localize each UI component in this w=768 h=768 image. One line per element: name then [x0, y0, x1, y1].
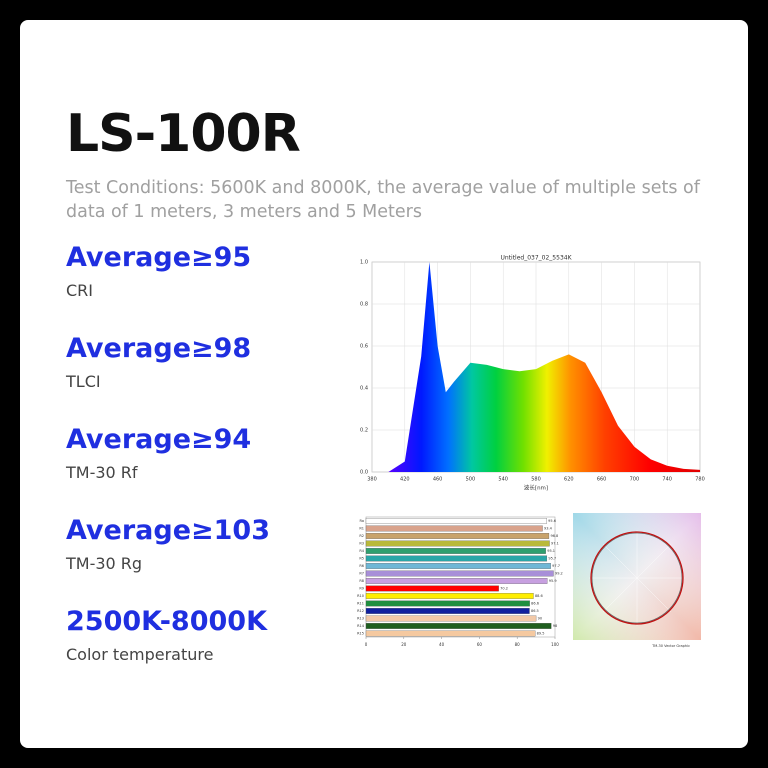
bar-value: 93.4	[544, 526, 553, 530]
x-tick-label: 60	[477, 642, 483, 647]
bar-category: R10	[357, 594, 364, 598]
spec-value: Average≥98	[66, 333, 252, 364]
bar-value: 90	[538, 616, 542, 620]
bar-value: 98	[553, 624, 557, 628]
reference-circle	[591, 532, 683, 624]
x-tick-label: 780	[695, 477, 705, 483]
bar-value: 89.5	[537, 631, 545, 635]
y-tick-label: 0.6	[360, 344, 368, 350]
spec-label: Color temperature	[66, 645, 214, 664]
bar-category: R15	[357, 631, 364, 635]
title: LS-100R	[66, 104, 301, 164]
bar-value: 97.1	[551, 541, 559, 545]
bar-value: 99.2	[555, 571, 563, 575]
bar-category: R9	[359, 586, 364, 590]
bar-category: R1	[359, 526, 364, 530]
bar-category: R3	[359, 541, 364, 545]
x-tick-label: 500	[466, 477, 476, 483]
bar-value: 96.8	[550, 534, 558, 538]
y-tick-label: 0.4	[360, 386, 368, 392]
x-tick-label: 100	[551, 642, 559, 647]
bar	[365, 548, 546, 554]
spec-value: 2500K-8000K	[66, 606, 267, 637]
spec-value: Average≥95	[66, 242, 252, 273]
bar-category: R2	[359, 534, 364, 538]
y-tick-label: 1.0	[360, 260, 368, 266]
bar-category: R4	[359, 549, 364, 553]
vector-label: TM-30 Vector Graphic	[651, 644, 690, 648]
bar-category: R5	[359, 556, 364, 560]
bar	[365, 608, 530, 614]
spec-label: TM-30 Rf	[66, 463, 138, 482]
bar	[365, 570, 554, 577]
bar-category: R6	[359, 564, 364, 568]
bar-category: R11	[357, 601, 364, 605]
x-tick-label: 40	[439, 642, 445, 647]
bar-value: 95.6	[548, 519, 556, 523]
spec-label: TLCI	[66, 372, 101, 391]
x-tick-label: 660	[597, 477, 607, 483]
bar	[365, 540, 550, 547]
bar-value: 88.6	[535, 594, 543, 598]
subtitle: Test Conditions: 5600K and 8000K, the av…	[66, 178, 700, 222]
spec-label: TM-30 Rg	[66, 554, 143, 573]
bar	[365, 600, 530, 607]
bar-category: R7	[359, 571, 364, 575]
spec-value: Average≥94	[66, 424, 252, 455]
bar	[365, 578, 548, 584]
bar	[365, 630, 536, 637]
bar	[365, 555, 548, 562]
bar-category: R14	[357, 624, 365, 628]
spectrum-area	[372, 262, 700, 472]
x-tick-label: 380	[367, 477, 377, 483]
x-tick-label: 700	[630, 477, 640, 483]
bar	[365, 533, 550, 539]
bar-value: 95.9	[549, 579, 557, 583]
spec-label: CRI	[66, 281, 94, 300]
bar-value: 95.7	[548, 556, 556, 560]
bar	[365, 623, 552, 629]
spec-value: Average≥103	[66, 515, 271, 546]
bar-value: 86.6	[531, 601, 539, 605]
x-tick-label: 540	[498, 477, 508, 483]
test-circle	[590, 531, 684, 625]
bar	[365, 518, 547, 524]
bar-category: R13	[357, 616, 364, 620]
y-tick-label: 0.2	[360, 428, 368, 434]
bar	[365, 525, 543, 532]
bar-category: R12	[357, 609, 364, 613]
y-tick-label: 0.0	[360, 470, 368, 476]
x-tick-label: 20	[401, 642, 407, 647]
bar-category: Ra	[360, 519, 365, 523]
bar-value: 86.5	[531, 609, 539, 613]
bar-value: 95.1	[547, 549, 555, 553]
bar	[365, 585, 499, 592]
bar-category: R8	[359, 579, 364, 583]
x-tick-label: 740	[662, 477, 672, 483]
bar-value: 97.7	[552, 564, 560, 568]
x-tick-label: 620	[564, 477, 574, 483]
x-axis-label: 波长[nm]	[524, 484, 548, 492]
x-tick-label: 460	[433, 477, 443, 483]
x-tick-label: 0	[365, 642, 368, 647]
bar	[365, 563, 551, 569]
chart-title: Untitled_037_02_5534K	[500, 255, 572, 262]
x-tick-label: 580	[531, 477, 541, 483]
x-tick-label: 420	[400, 477, 410, 483]
y-tick-label: 0.8	[360, 302, 368, 308]
bar	[365, 593, 534, 599]
x-tick-label: 80	[515, 642, 521, 647]
vector-spokes	[589, 530, 685, 626]
bar	[365, 615, 537, 622]
bar-value: 70.2	[500, 586, 508, 590]
